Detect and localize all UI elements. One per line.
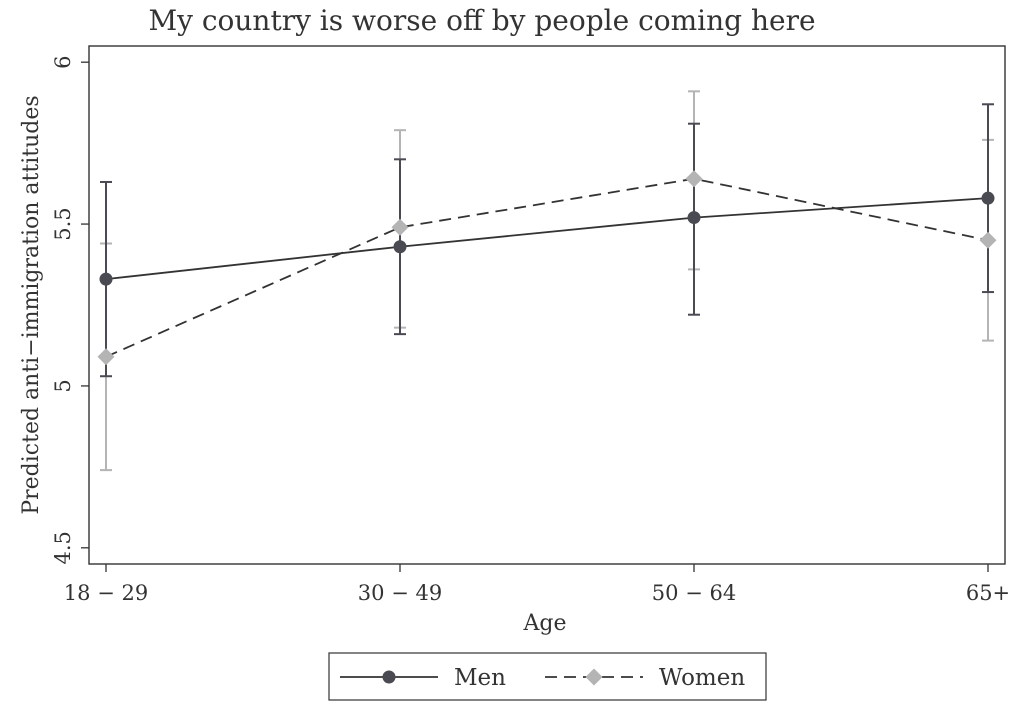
legend-item-men: Men (340, 665, 506, 691)
y-tick-label: 5 (51, 379, 75, 392)
y-tick-label: 5.5 (51, 207, 75, 240)
data-point-women (97, 348, 115, 366)
series-lines (105, 177, 989, 358)
y-tick-label: 4.5 (51, 531, 75, 564)
x-axis: 18 − 29 30 − 49 50 − 64 65+ (64, 564, 1010, 605)
data-point-women (685, 170, 703, 188)
legend-marker (382, 670, 396, 684)
x-tick-label: 50 − 64 (652, 581, 736, 605)
x-tick-label: 65+ (966, 581, 1010, 605)
confidence-intervals (100, 90, 994, 472)
x-axis-title: Age (523, 611, 567, 636)
x-tick-label: 18 − 29 (64, 581, 148, 605)
data-point-men (99, 272, 113, 286)
data-point-women (391, 218, 409, 236)
legend-label: Men (454, 665, 506, 691)
plot-frame (88, 45, 1006, 565)
y-tick-label: 6 (51, 56, 75, 69)
series-line-men (105, 197, 989, 280)
series-markers (97, 170, 997, 366)
data-point-women (979, 231, 997, 249)
y-axis-title: Predicted anti−immigration attitudes (19, 95, 44, 514)
legend-item-women: Women (545, 665, 745, 691)
legend-marker (585, 668, 603, 686)
y-axis: 4.5 5 5.5 6 (51, 56, 89, 565)
x-tick-label: 30 − 49 (358, 581, 442, 605)
chart-title: My country is worse off by people coming… (148, 4, 815, 37)
legend: Men Women (328, 652, 767, 701)
data-point-men (393, 240, 407, 254)
data-point-men (981, 191, 995, 205)
series-line-women (105, 177, 989, 358)
data-point-men (687, 211, 701, 225)
legend-label: Women (659, 665, 745, 691)
